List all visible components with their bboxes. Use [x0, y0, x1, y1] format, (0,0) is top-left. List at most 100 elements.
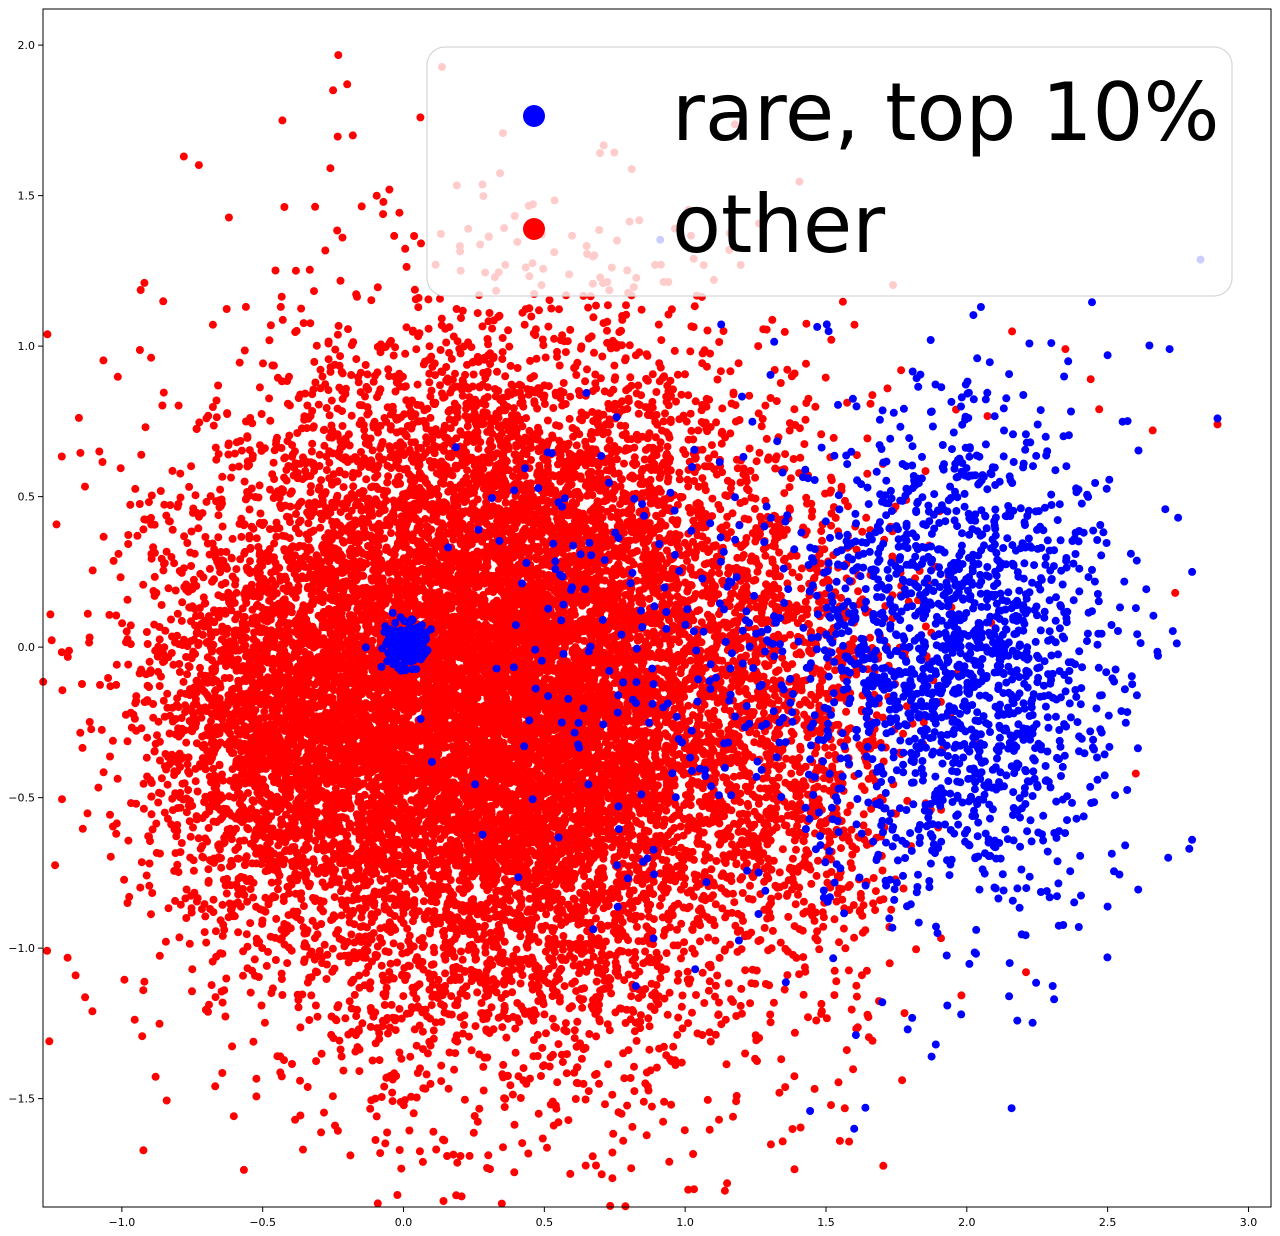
scatter-point-other: [124, 660, 133, 669]
scatter-point-other: [45, 1037, 54, 1046]
scatter-point-other: [252, 1074, 261, 1083]
scatter-point-other: [283, 959, 292, 968]
scatter-point-other: [380, 1082, 389, 1091]
scatter-point-other: [222, 889, 231, 898]
scatter-point-other: [775, 548, 784, 557]
scatter-point-other: [366, 1104, 375, 1113]
scatter-point-other: [331, 345, 340, 354]
scatter-point-other: [124, 531, 133, 539]
scatter-point-other: [81, 993, 90, 1002]
scatter-point-other: [656, 974, 665, 982]
scatter-point-other: [703, 326, 712, 335]
scatter-point-other: [542, 1029, 550, 1038]
scatter-point-other: [866, 633, 874, 642]
scatter-point-other: [383, 1128, 392, 1137]
scatter-point-other: [214, 381, 223, 390]
scatter-point-other: [703, 1095, 712, 1104]
scatter-point-other: [648, 397, 657, 406]
scatter-point-other: [902, 702, 911, 711]
scatter-point-other: [410, 232, 419, 240]
scatter-point-other: [785, 426, 794, 435]
scatter-point-other: [768, 315, 777, 324]
scatter-point-other: [625, 341, 634, 350]
scatter-point-other: [269, 458, 278, 467]
scatter-point-other: [372, 191, 381, 200]
scatter-point-other: [160, 500, 169, 509]
scatter-point-other: [723, 476, 732, 485]
scatter-point-other: [409, 1109, 418, 1118]
scatter-point-other: [245, 505, 254, 514]
scatter-point-other: [484, 1151, 493, 1160]
scatter-point-other: [313, 1012, 322, 1021]
scatter-point-other: [255, 383, 264, 392]
scatter-point-other: [778, 1137, 787, 1146]
scatter-point-other: [384, 1029, 392, 1038]
scatter-point-other: [83, 809, 92, 818]
scatter-point-other: [554, 1040, 563, 1049]
scatter-point-other: [349, 482, 358, 491]
scatter-point-other: [609, 1129, 618, 1138]
scatter-point-other: [541, 353, 550, 362]
scatter-point-other: [627, 1164, 636, 1173]
scatter-point-other: [147, 353, 156, 362]
scatter-point-other: [637, 391, 646, 400]
scatter-point-other: [123, 737, 132, 746]
scatter-point-other: [598, 352, 607, 361]
scatter-point-other: [352, 355, 361, 364]
scatter-point-other: [601, 1100, 609, 1109]
scatter-point-other: [336, 952, 345, 961]
scatter-point-other: [236, 437, 245, 445]
scatter-point-other: [648, 370, 657, 379]
scatter-point-other: [682, 417, 691, 426]
scatter-point-other: [193, 787, 202, 796]
scatter-point-other: [242, 930, 251, 939]
scatter-point-other: [81, 482, 89, 491]
scatter-point-other: [716, 367, 725, 376]
scatter-point-other: [412, 345, 421, 354]
scatter-point-other: [347, 371, 356, 379]
scatter-point-other: [557, 1050, 566, 1059]
scatter-point-other: [320, 1108, 328, 1117]
scatter-point-other: [637, 305, 646, 314]
scatter-point-other: [368, 1056, 377, 1065]
scatter-point-other: [600, 387, 609, 396]
scatter-point-other: [341, 1014, 350, 1023]
scatter-point-other: [367, 296, 376, 305]
scatter-point-other: [589, 952, 598, 961]
scatter-point-other: [499, 1143, 507, 1152]
scatter-point-other: [376, 385, 385, 394]
scatter-point-other: [164, 584, 173, 593]
scatter-point-other: [677, 1002, 686, 1011]
scatter-point-other: [715, 569, 724, 578]
scatter-point-other: [596, 956, 605, 965]
scatter-point-other: [677, 954, 685, 963]
scatter-point-other: [678, 991, 687, 1000]
scatter-point-other: [109, 556, 118, 565]
scatter-point-other: [166, 501, 175, 510]
scatter-point-other: [277, 292, 286, 301]
scatter-point-other: [362, 475, 371, 484]
scatter-point-other: [518, 1139, 527, 1148]
scatter-point-other: [47, 636, 56, 645]
scatter-point-other: [350, 990, 359, 999]
scatter-point-other: [698, 968, 707, 977]
scatter-point-other: [790, 1165, 799, 1174]
scatter-point-other: [659, 1117, 668, 1126]
scatter-point-other: [585, 1030, 594, 1038]
scatter-point-other: [58, 686, 67, 695]
scatter-point-other: [545, 296, 554, 305]
scatter-point-other: [383, 461, 392, 470]
scatter-point-other: [249, 1037, 258, 1046]
scatter-point-other: [608, 1148, 617, 1157]
scatter-point-other: [120, 975, 129, 984]
scatter-point-other: [460, 1020, 468, 1029]
scatter-point-other: [921, 467, 930, 476]
scatter-point-other: [120, 875, 129, 884]
scatter-point-other: [204, 824, 213, 832]
scatter-point-other: [683, 475, 692, 484]
scatter-point-other: [65, 646, 73, 655]
scatter-point-other: [281, 572, 289, 581]
scatter-point-other: [397, 1054, 406, 1063]
scatter-point-other: [246, 988, 255, 997]
